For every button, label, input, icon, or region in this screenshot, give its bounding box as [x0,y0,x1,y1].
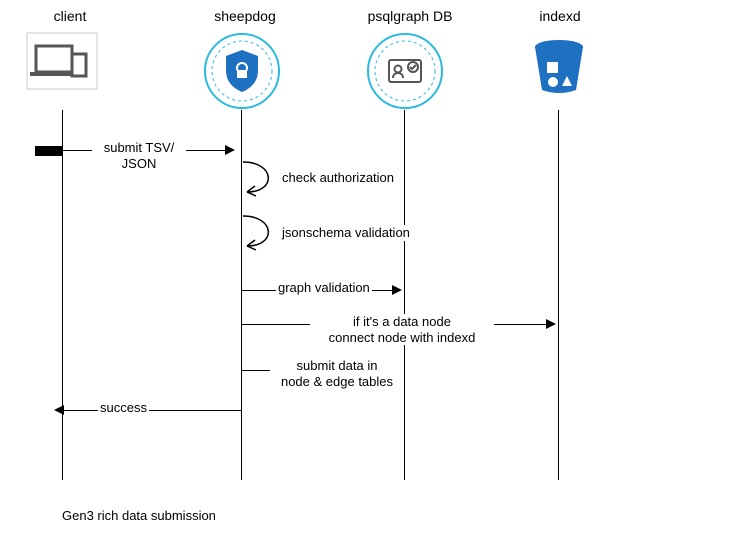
lifeline-indexd [558,110,559,480]
sheepdog-icon [203,32,281,115]
participant-label-client: client [40,8,100,24]
lifeline-psqlgraph [404,110,405,480]
msg-text-auth: check authorization [280,170,396,186]
sequence-diagram: client sheepdog psqlgraph DB indexd [0,0,756,555]
msg-text-jsonschema: jsonschema validation [280,225,412,241]
activation-client [35,146,63,156]
msg-text-submitdata: submit data in node & edge tables [270,358,404,389]
msg-text-success: success [98,400,149,416]
msg-line-success [62,410,241,411]
msg-text-submit: submit TSV/ JSON [92,140,186,171]
participant-label-indexd: indexd [530,8,590,24]
arrow-datanode [546,319,556,329]
indexd-icon [530,38,588,101]
participant-label-psqlgraph: psqlgraph DB [355,8,465,24]
arrow-submit [225,145,235,155]
msg-text-graphval: graph validation [276,280,372,296]
psqlgraph-icon [366,32,444,115]
client-icon [26,32,98,95]
diagram-caption: Gen3 rich data submission [62,508,216,523]
arrow-success [54,405,64,415]
participant-label-sheepdog: sheepdog [205,8,285,24]
msg-text-datanode: if it's a data node connect node with in… [310,314,494,345]
lifeline-client [62,110,63,480]
arrow-graphval [392,285,402,295]
self-loop-auth [241,158,281,205]
self-loop-jsonschema [241,212,281,259]
